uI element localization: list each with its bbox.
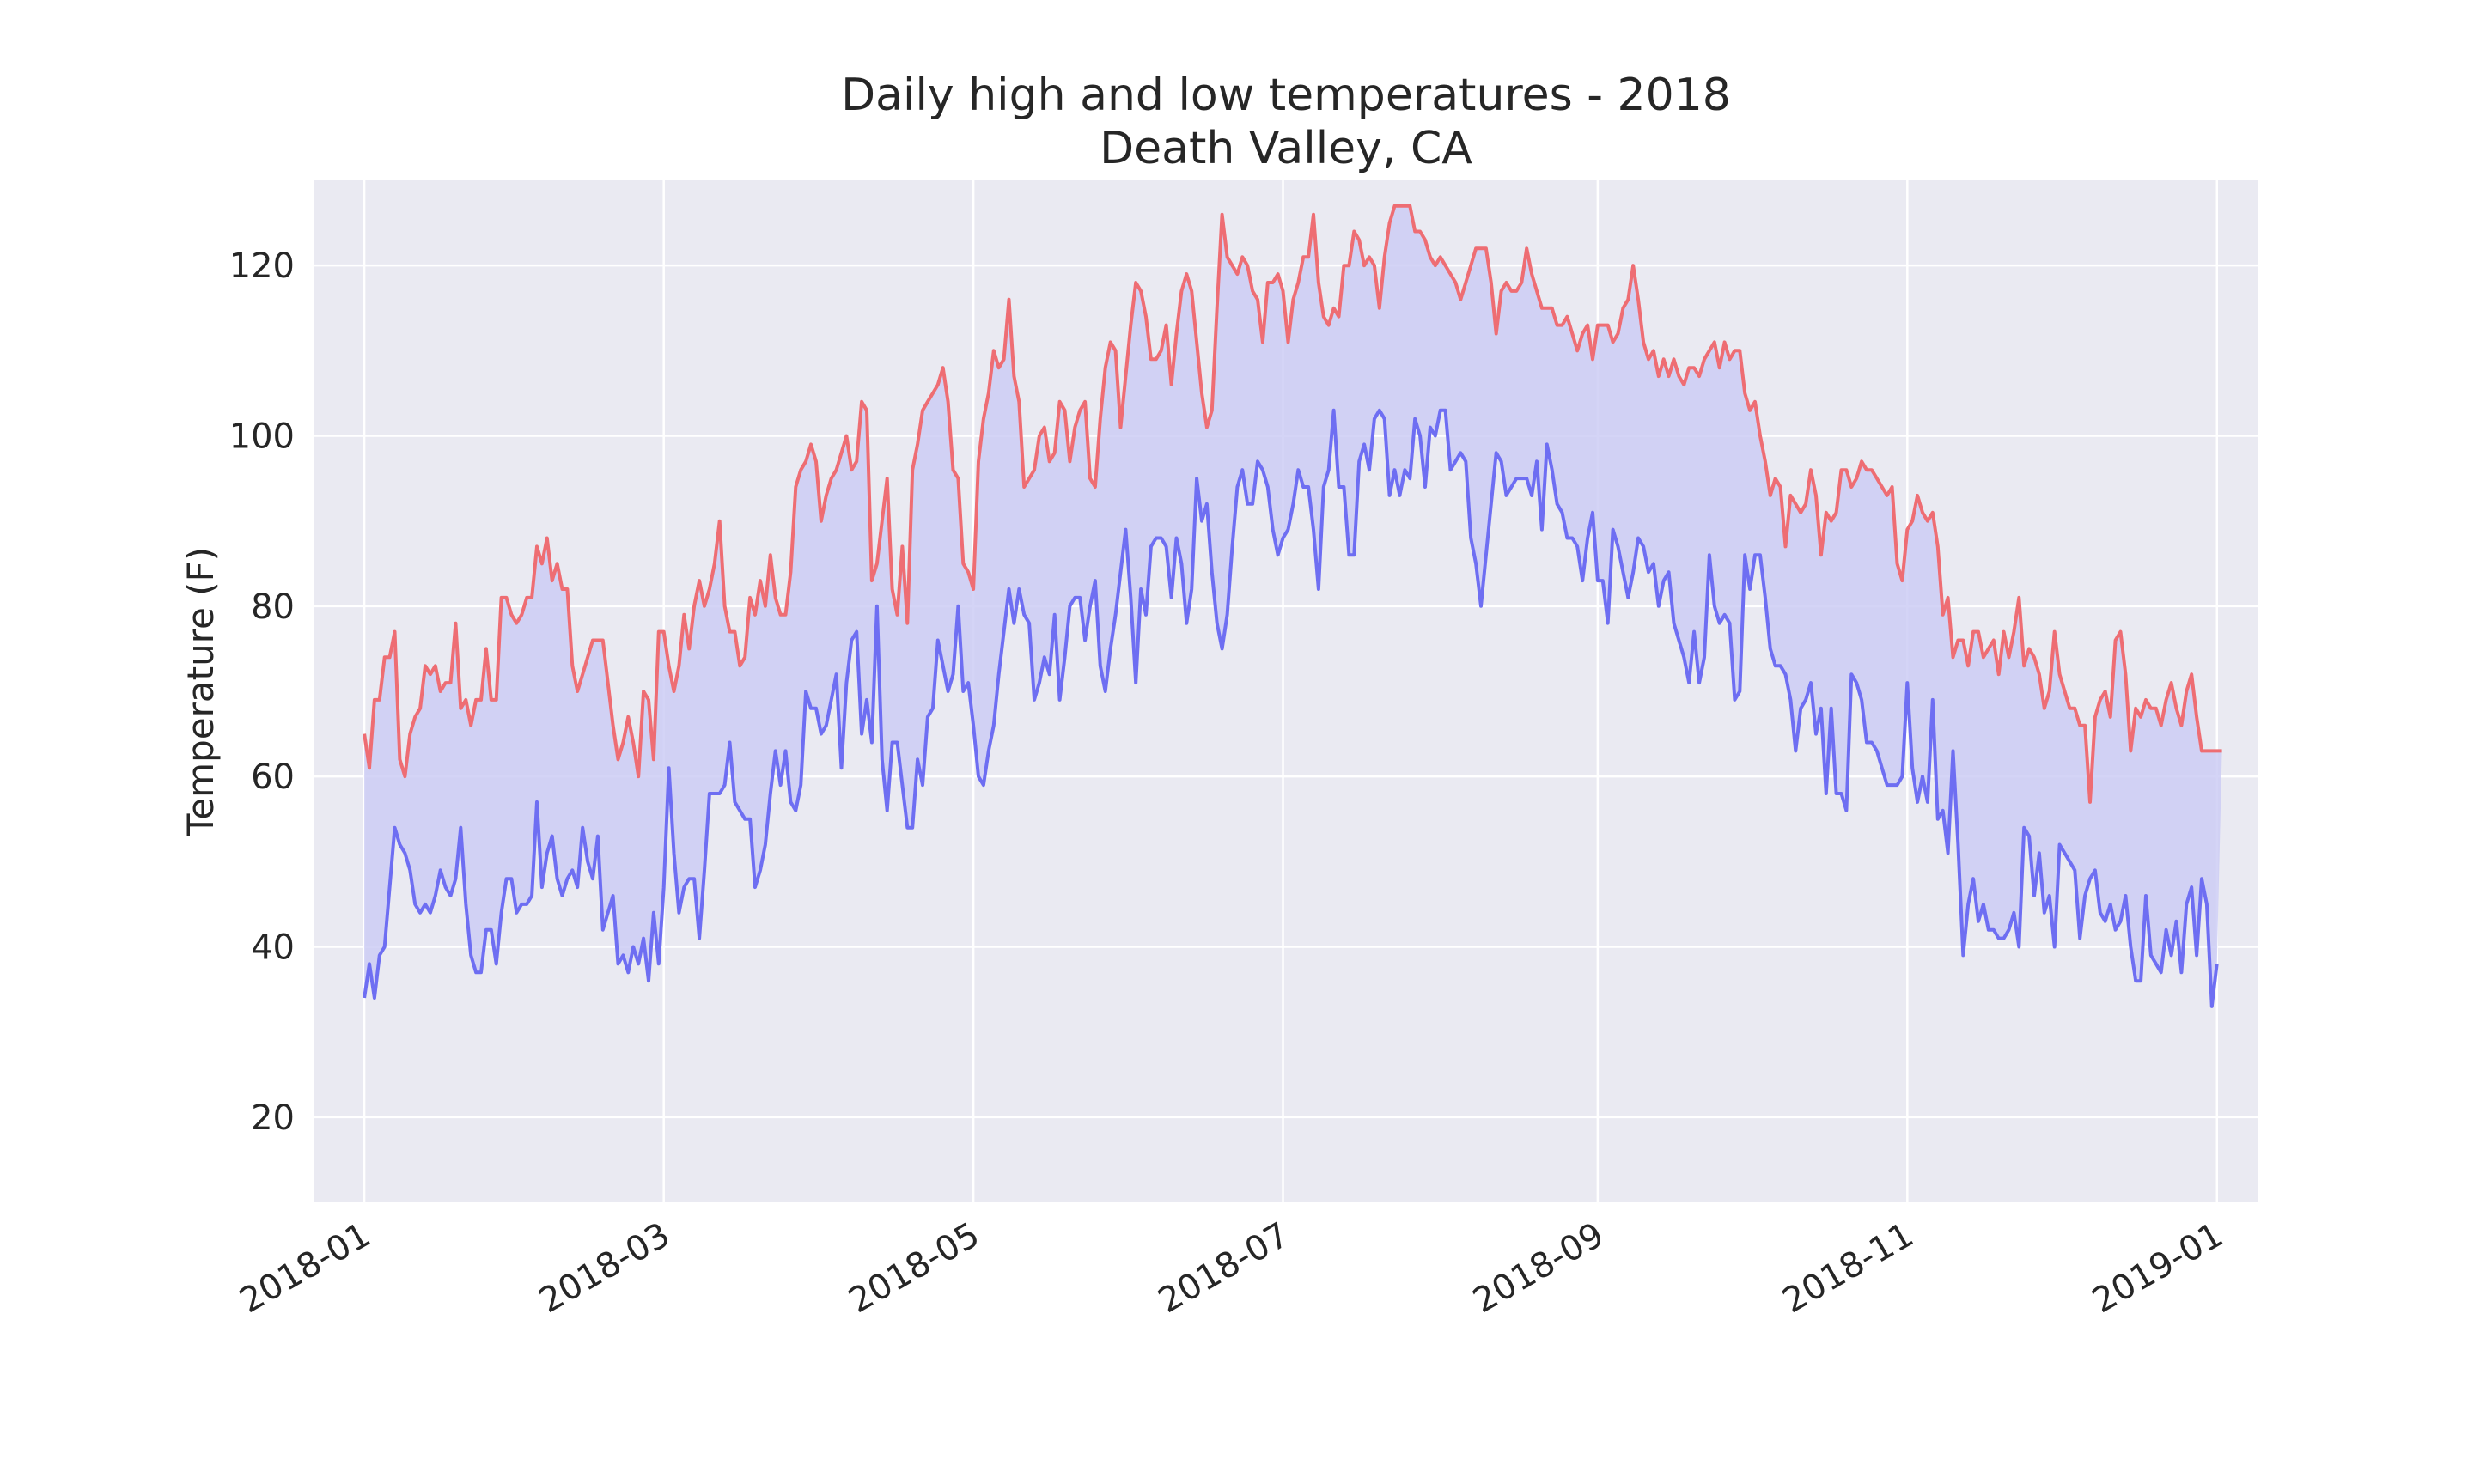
daily-high-line (363, 204, 2222, 804)
daily-low-line (363, 408, 2219, 1008)
y-tick-label: 120 (229, 246, 295, 286)
y-tick-label: 20 (251, 1098, 295, 1138)
x-tick-label: 2018-03 (533, 1215, 677, 1321)
x-tick-label: 2018-11 (1776, 1215, 1921, 1321)
y-axis-label: Temperature (F) (180, 547, 222, 836)
chart-subtitle: Death Valley, CA (1100, 123, 1472, 174)
x-tick-label: 2018-01 (233, 1215, 377, 1321)
temperature-range-fill (364, 205, 2222, 1007)
x-tick-label: 2018-07 (1152, 1215, 1296, 1321)
y-tick-label: 60 (251, 757, 295, 797)
x-tick-label: 2018-05 (842, 1215, 986, 1321)
chart-title: Daily high and low temperatures - 2018 (841, 70, 1731, 121)
y-axis-ticks: 20 40 60 80 100 120 (229, 246, 295, 1138)
x-axis-ticks: 2018-01 2018-03 2018-05 2018-07 2018-09 2018-… (233, 1215, 2229, 1321)
y-tick-label: 40 (251, 928, 295, 968)
y-tick-label: 80 (251, 587, 295, 627)
x-tick-label: 2018-09 (1466, 1215, 1611, 1321)
x-tick-label: 2019-01 (2086, 1215, 2230, 1321)
y-tick-label: 100 (229, 417, 295, 457)
